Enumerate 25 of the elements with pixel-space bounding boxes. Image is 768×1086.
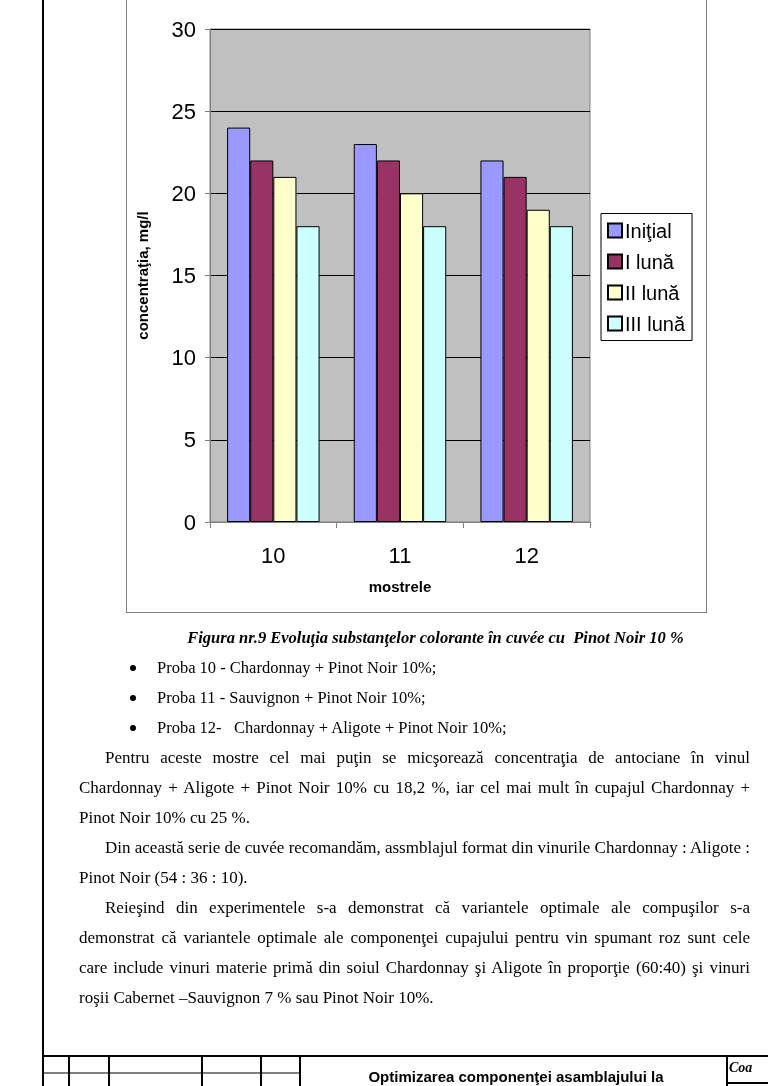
text: Figura nr.9 Evoluţia substanţelor colorante în cuvée cu Pinot Noir 10 % <box>186 627 685 649</box>
x-axis-title: mostrele <box>368 578 432 595</box>
legend-label: III lună <box>625 312 686 335</box>
text: Coa <box>729 1060 753 1076</box>
x-tick-label: 12 <box>514 542 539 568</box>
text: Proba 12- Chardonnay + Aligote + Pinot Noir 10%; <box>157 718 507 737</box>
x-tick-label: 11 <box>388 542 412 568</box>
y-tick-label: 30 <box>171 16 196 42</box>
text: Pentru aceste mostre cel mai puţin se micşorează concentraţia de antociane în vinul Chardonnay + Aligote + Pinot Noir 10% cu 18,2 %, iar cel mai mult în cupajul Chardonnay + Pinot Noir 10% cu 25 %. <box>79 747 750 829</box>
x-tick-label: 10 <box>261 542 286 568</box>
y-tick-label: 0 <box>183 509 196 535</box>
y-tick-label: 5 <box>183 427 196 453</box>
text: Optimizarea componenţei asamblajului la <box>367 1068 665 1085</box>
y-tick-label: 15 <box>171 263 196 288</box>
y-tick-label: 10 <box>171 345 196 371</box>
legend-label: II lună <box>625 281 681 304</box>
text: Reieşind din experimentele s-a demonstrat că variantele optimale ale compuşilor s-a demonstrat că variantele optimale ale componenţei cupajului pentru vin spumant roz sunt cele care include vinuri materie primă din soiul Chardonnay şi Aligote în proporţie (60:40) şi vinuri roşii Cabernet –Sauvignon 7 % sau Pinot Noir 10%. <box>79 897 750 1009</box>
text: Proba 10 - Chardonnay + Pinot Noir 10%; <box>157 658 437 677</box>
legend-label: I lună <box>625 250 675 273</box>
y-axis-title: concentraţia, mg/l <box>134 211 151 340</box>
text: Din această serie de cuvée recomandăm, assmblajul format din vinurile Chardonnay : Aligote : Pinot Noir (54 : 36 : 10). <box>79 837 750 889</box>
y-tick-label: 20 <box>171 180 196 206</box>
legend-label: Iniţial <box>625 219 672 242</box>
y-tick-label: 25 <box>171 98 196 124</box>
text: Proba 11 - Sauvignon + Pinot Noir 10%; <box>157 688 426 707</box>
